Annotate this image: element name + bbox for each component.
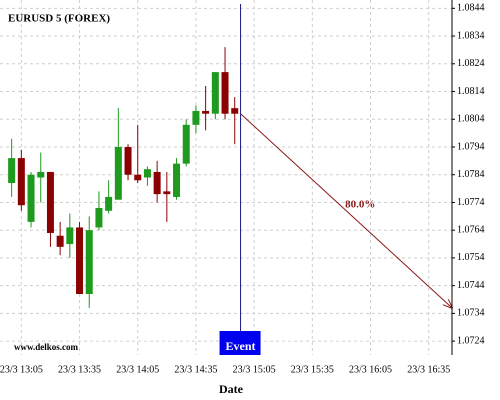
- chart-title: EURUSD 5 (FOREX): [8, 13, 110, 25]
- candle-body: [8, 158, 16, 184]
- candle-body: [134, 174, 142, 181]
- candle-body: [46, 171, 54, 233]
- forecast-label: 80.0%: [345, 198, 375, 210]
- candle-body: [211, 72, 219, 114]
- plot: Event 80.0%: [8, 4, 452, 355]
- candle-body: [85, 230, 93, 294]
- event-box: [219, 331, 261, 355]
- candle-body: [202, 110, 210, 114]
- y-tick-label: 1.0814: [457, 86, 485, 97]
- y-tick-label: 1.0804: [457, 114, 485, 125]
- y-tick-label: 1.0764: [457, 224, 485, 235]
- event-label: Event: [226, 339, 256, 353]
- x-tick-label: 23/3 13:05: [0, 364, 43, 375]
- candle-body: [37, 171, 45, 178]
- watermark: www.delkos.com: [14, 342, 79, 352]
- candle-body: [221, 72, 229, 114]
- y-tick-label: 1.0744: [457, 280, 485, 291]
- candle-body: [56, 235, 64, 247]
- candle-body: [114, 146, 122, 200]
- y-tick-label: 1.0724: [457, 335, 485, 346]
- candle-body: [76, 227, 84, 294]
- x-tick-label: 23/3 15:05: [233, 364, 276, 375]
- y-tick-label: 1.0774: [457, 197, 485, 208]
- candle-body: [143, 169, 151, 178]
- candle-body: [182, 124, 190, 164]
- grid: [0, 0, 452, 355]
- candle-body: [173, 163, 181, 197]
- candle-body: [27, 174, 35, 222]
- candle-body: [192, 110, 200, 125]
- candle-body: [66, 227, 74, 245]
- x-tick-label: 23/3 14:05: [116, 364, 159, 375]
- candle-body: [153, 171, 161, 195]
- candle-body: [105, 196, 113, 211]
- y-tick-label: 1.0794: [457, 141, 485, 152]
- forecast-arrow: [240, 113, 452, 308]
- x-tick-label: 23/3 13:35: [58, 364, 101, 375]
- y-tick-label: 1.0844: [457, 3, 485, 14]
- x-tick-label: 23/3 16:35: [407, 364, 450, 375]
- candle-body: [124, 146, 132, 175]
- candle-body: [17, 158, 25, 206]
- y-tick-label: 1.0784: [457, 169, 485, 180]
- x-axis-label: Date: [219, 382, 244, 396]
- x-tick-label: 23/3 16:05: [349, 364, 392, 375]
- candle-body: [231, 108, 239, 114]
- y-tick-label: 1.0734: [457, 308, 485, 319]
- y-tick-label: 1.0754: [457, 252, 485, 263]
- x-tick-label: 23/3 15:35: [291, 364, 334, 375]
- x-tick-label: 23/3 14:35: [174, 364, 217, 375]
- candle-body: [95, 208, 103, 228]
- candle-body: [163, 191, 171, 195]
- y-tick-label: 1.0824: [457, 58, 485, 69]
- y-tick-label: 1.0834: [457, 30, 485, 41]
